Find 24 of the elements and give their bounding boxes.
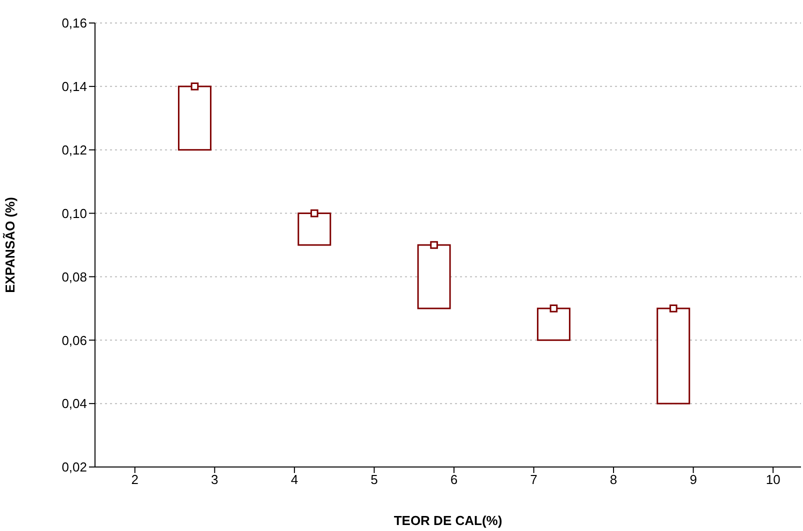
x-tick-label: 4 xyxy=(290,472,298,488)
x-tick-label: 2 xyxy=(131,472,139,488)
y-tick-label: 0,16 xyxy=(62,16,87,31)
x-tick-label: 3 xyxy=(211,472,218,488)
y-tick-label: 0,04 xyxy=(62,396,87,412)
point xyxy=(310,209,318,218)
y-tick-label: 0,02 xyxy=(62,460,87,475)
point xyxy=(190,82,199,90)
x-tick-label: 5 xyxy=(370,472,378,488)
x-tick-label: 8 xyxy=(610,472,618,488)
y-tick-label: 0,14 xyxy=(62,79,87,94)
point xyxy=(550,304,558,312)
x-tick-label: 9 xyxy=(690,472,697,488)
x-tick-label: 7 xyxy=(530,472,538,488)
y-axis-title: EXPANSÃO (%) xyxy=(2,197,18,293)
x-tick-label: 10 xyxy=(766,472,780,488)
y-tick-label: 0,12 xyxy=(62,142,87,158)
y-tick-label: 0,10 xyxy=(62,206,87,221)
y-tick-label: 0,08 xyxy=(62,269,87,284)
point xyxy=(430,241,438,249)
x-tick-label: 6 xyxy=(450,472,458,488)
y-tick-label: 0,06 xyxy=(62,332,87,348)
x-axis-title: TEOR DE CAL(%) xyxy=(394,513,502,528)
point xyxy=(669,304,678,312)
